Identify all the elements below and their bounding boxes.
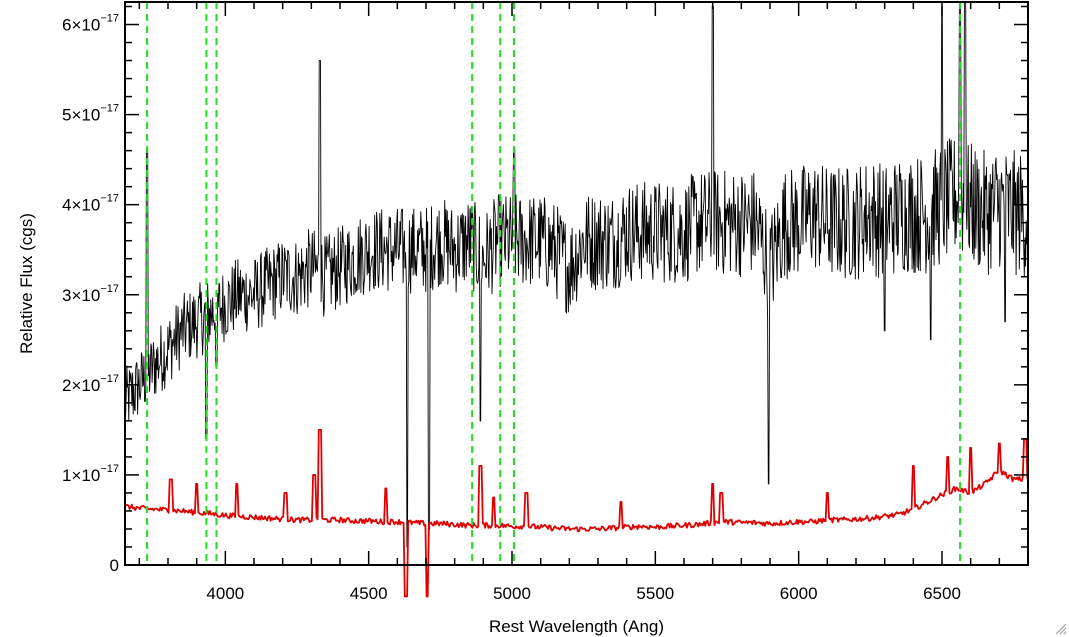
axis-ticks xyxy=(125,2,1029,566)
spectrum-series-line xyxy=(125,2,1028,548)
x-tick-label: 4500 xyxy=(350,584,388,603)
series-layer xyxy=(125,2,1028,598)
y-tick-label: 2×10−17 xyxy=(62,373,119,395)
y-tick-label: 3×10−17 xyxy=(62,283,119,305)
reference-lines xyxy=(146,2,962,565)
y-axis-label: Relative Flux (cgs) xyxy=(17,213,36,354)
plot-frame xyxy=(124,1,1029,566)
x-tick-label: 6000 xyxy=(780,584,818,603)
resize-grip-icon[interactable] xyxy=(1053,621,1067,635)
x-tick-label: 4000 xyxy=(206,584,244,603)
x-axis-label: Rest Wavelength (Ang) xyxy=(489,617,664,636)
y-tick-label: 4×10−17 xyxy=(62,193,119,215)
x-tick-label: 5000 xyxy=(493,584,531,603)
error-series-line xyxy=(125,428,1028,598)
y-tick-labels: 0 1×10−17 2×10−17 3×10−17 4×10−17 5×10−17 6×10… xyxy=(62,13,119,575)
x-tick-label: 5500 xyxy=(636,584,674,603)
y-tick-label: 1×10−17 xyxy=(62,463,119,485)
y-tick-label: 0 xyxy=(110,556,119,575)
x-tick-labels: 4000 4500 5000 5500 6000 6500 xyxy=(206,584,960,603)
y-tick-label: 6×10−17 xyxy=(62,13,119,35)
y-tick-label: 5×10−17 xyxy=(62,103,119,125)
x-tick-label: 6500 xyxy=(923,584,961,603)
